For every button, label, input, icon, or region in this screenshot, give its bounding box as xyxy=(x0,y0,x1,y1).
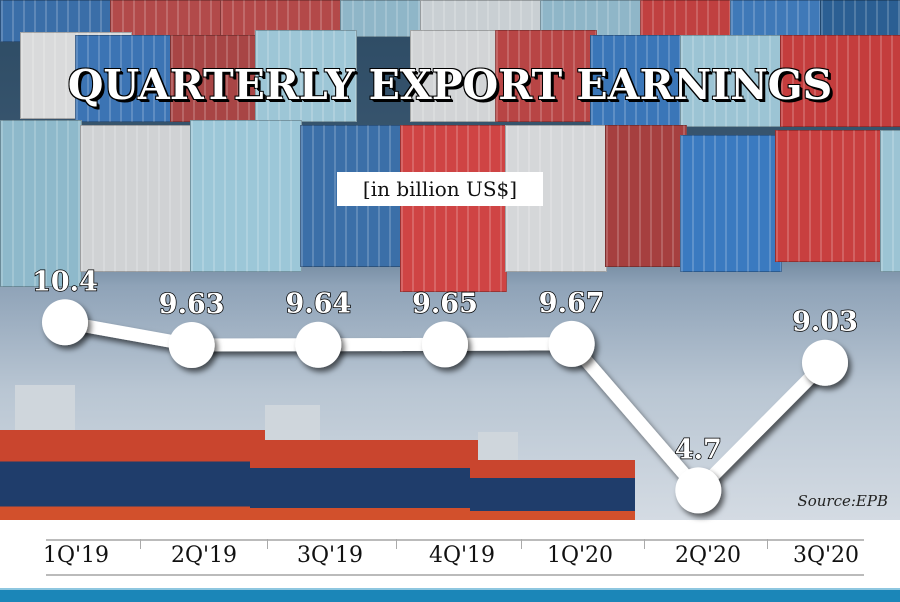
ship-right xyxy=(470,460,635,520)
x-tick-label: 1Q'19 xyxy=(42,543,110,568)
ship-left xyxy=(0,430,270,520)
background-containers-ships-image xyxy=(0,0,900,520)
data-label: 9.03 xyxy=(792,307,858,338)
x-axis-separator xyxy=(767,539,768,549)
x-tick-label: 1Q'20 xyxy=(546,543,614,568)
data-label: 9.65 xyxy=(412,288,478,319)
x-tick-label: 2Q'20 xyxy=(674,543,742,568)
x-tick-label: 3Q'20 xyxy=(792,543,860,568)
data-label: 4.7 xyxy=(675,434,722,465)
x-axis-separator xyxy=(140,539,141,549)
data-label: 9.67 xyxy=(539,288,605,319)
bottom-bar xyxy=(0,588,900,602)
x-axis-separator xyxy=(267,539,268,549)
data-point-marker xyxy=(548,320,595,367)
data-label: 9.63 xyxy=(159,289,225,320)
chart-title: QUARTERLY EXPORT EARNINGS xyxy=(67,61,833,109)
data-label: 10.4 xyxy=(32,266,98,297)
chart-subtitle: [in billion US$] xyxy=(337,172,543,206)
ship-middle xyxy=(250,440,480,520)
data-point-marker xyxy=(295,321,342,368)
x-axis-separator xyxy=(396,539,397,549)
x-tick-label: 2Q'19 xyxy=(170,543,238,568)
x-tick-label: 3Q'19 xyxy=(296,543,364,568)
line-chart: 10.4 9.63 9.64 9.65 9.67 4.7 9.03 xyxy=(31,266,859,514)
data-point-marker xyxy=(168,322,215,368)
data-label: 9.64 xyxy=(285,289,351,320)
data-point-marker xyxy=(42,299,88,346)
x-axis-separator xyxy=(521,539,522,549)
source-note: Source:EPB xyxy=(797,492,888,510)
data-point-marker xyxy=(422,321,468,368)
x-axis-separator xyxy=(644,539,645,549)
x-tick-label: 4Q'19 xyxy=(428,543,496,568)
x-axis xyxy=(46,539,864,576)
data-point-marker xyxy=(675,467,722,514)
data-point-marker xyxy=(802,339,848,386)
